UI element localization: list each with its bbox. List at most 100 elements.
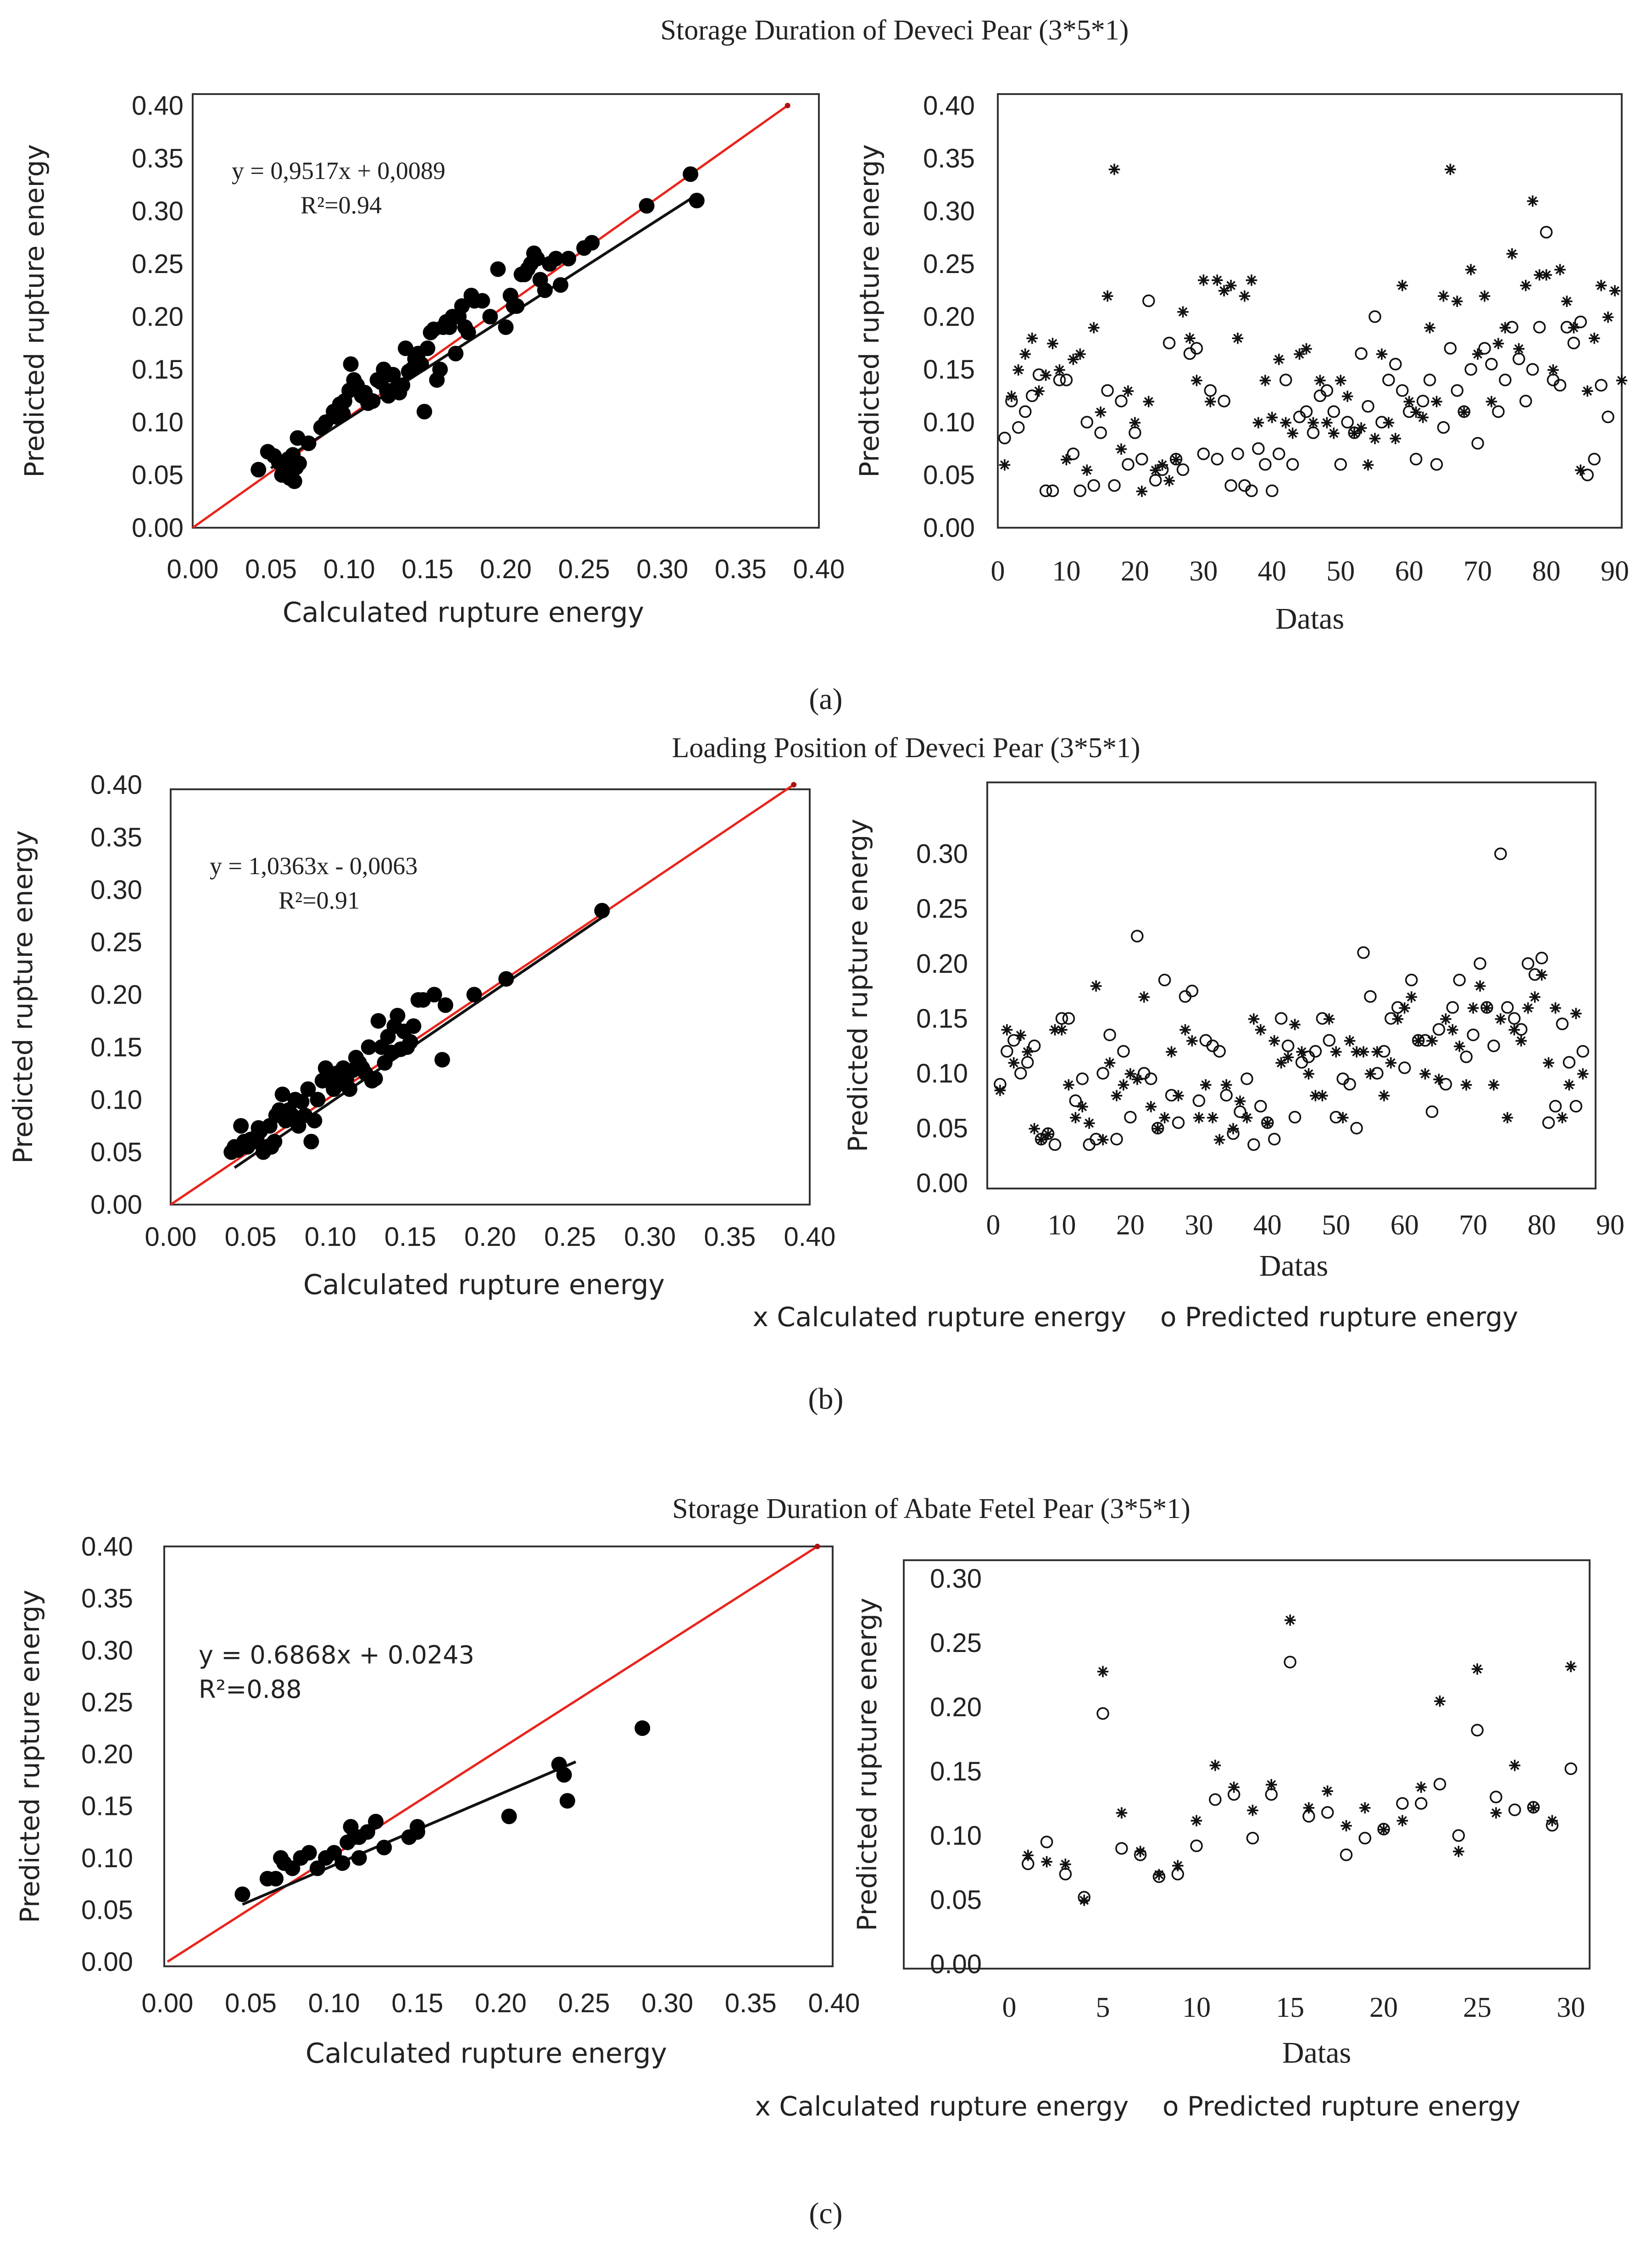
x-tick-label: 20 xyxy=(1116,1210,1145,1241)
calculated-marker: ⁕ xyxy=(1018,1040,1036,1065)
predicted-marker xyxy=(1321,1806,1334,1819)
calculated-marker: ⁕ xyxy=(1562,1654,1580,1679)
data-point xyxy=(426,987,442,1003)
predicted-marker xyxy=(1437,421,1450,434)
data-point xyxy=(294,1094,310,1110)
x-tick-label: 20 xyxy=(1121,556,1149,587)
x-tick-label: 90 xyxy=(1601,556,1629,587)
predicted-marker xyxy=(1371,1067,1384,1080)
predicted-marker xyxy=(1378,1045,1391,1058)
calculated-marker: ⁕ xyxy=(1567,1001,1585,1026)
data-point xyxy=(343,356,359,372)
calculated-marker: ⁕ xyxy=(1373,342,1391,367)
calculated-marker: ⁕ xyxy=(1368,1040,1386,1065)
calculated-marker: ⁕ xyxy=(1250,411,1268,435)
calculated-marker: ⁕ xyxy=(1396,996,1413,1021)
predicted-marker xyxy=(1433,1778,1446,1791)
y-axis-title: Predicted rupture energy xyxy=(19,144,50,477)
data-point xyxy=(432,362,448,377)
calculated-marker: ⁕ xyxy=(996,453,1014,478)
y-tick-label: 0.05 xyxy=(132,460,184,490)
data-point xyxy=(409,1824,425,1840)
x-tick-label: 0 xyxy=(991,556,1005,587)
regression-equation: y = 0,9517x + 0,0089 xyxy=(232,157,445,184)
y-axis-title: Predicted rupture energy xyxy=(14,1590,45,1923)
y-tick-label: 0.35 xyxy=(132,144,184,173)
y-tick-label: 0.00 xyxy=(923,513,975,543)
data-point xyxy=(454,298,470,314)
predicted-marker xyxy=(1171,1868,1185,1881)
predicted-marker xyxy=(1078,1891,1090,1904)
predicted-marker xyxy=(1457,405,1471,418)
predicted-marker xyxy=(1190,1839,1203,1853)
data-point xyxy=(683,166,699,182)
calculated-marker: ⁕ xyxy=(1585,326,1603,351)
calculated-marker: ⁕ xyxy=(1558,290,1576,314)
calculated-marker: ⁕ xyxy=(1188,368,1206,393)
plot-frame xyxy=(170,788,811,1205)
calculated-marker: ⁕ xyxy=(1318,411,1336,435)
calculated-marker: ⁕ xyxy=(1512,1029,1530,1054)
data-point xyxy=(434,1052,451,1068)
data-point xyxy=(368,1814,384,1830)
predicted-marker xyxy=(1471,1724,1484,1737)
predicted-marker xyxy=(1246,1831,1259,1845)
predicted-marker xyxy=(1001,1045,1013,1058)
calculated-marker: ⁕ xyxy=(1277,411,1295,435)
predicted-marker xyxy=(1494,847,1507,860)
predicted-marker xyxy=(1405,973,1418,987)
predicted-marker xyxy=(1362,400,1374,413)
calculated-marker: ⁕ xyxy=(1222,273,1240,298)
calculated-marker: ⁕ xyxy=(1490,332,1507,357)
calculated-marker: ⁕ xyxy=(1252,1018,1270,1043)
predicted-marker xyxy=(1519,395,1532,407)
predicted-marker xyxy=(1028,1039,1041,1052)
predicted-marker xyxy=(1485,357,1498,371)
data-point xyxy=(417,404,433,419)
data-point xyxy=(556,1767,572,1783)
predicted-marker xyxy=(1560,321,1574,334)
y-tick-label: 0.10 xyxy=(90,1085,142,1115)
x-axis-title: Calculated rupture energy xyxy=(283,597,644,629)
calculated-marker: ⁕ xyxy=(1543,1808,1561,1833)
calculated-marker: ⁕ xyxy=(1106,157,1124,182)
y-axis-title: Predicted rupture energy xyxy=(851,1598,883,1931)
predicted-marker xyxy=(1492,405,1505,418)
calculated-marker: ⁕ xyxy=(1362,1062,1379,1087)
predicted-marker xyxy=(1124,1111,1137,1124)
predicted-marker xyxy=(1343,1078,1356,1091)
calculated-marker: ⁕ xyxy=(1140,390,1158,414)
data-point xyxy=(300,435,317,451)
calculated-marker: ⁕ xyxy=(998,1018,1016,1043)
x-tick-label: 90 xyxy=(1596,1210,1624,1241)
data-point xyxy=(398,340,414,356)
predicted-marker xyxy=(1490,1791,1502,1803)
y-tick-label: 0.25 xyxy=(930,1628,982,1658)
predicted-marker xyxy=(1231,447,1244,460)
y-tick-label: 0.05 xyxy=(930,1885,982,1915)
predicted-marker xyxy=(1501,1001,1514,1014)
calculated-marker: ⁕ xyxy=(1087,974,1105,999)
x-tick-label: 10 xyxy=(1052,556,1080,587)
predicted-marker xyxy=(994,1078,1007,1091)
predicted-marker xyxy=(1527,1801,1540,1814)
predicted-marker xyxy=(1041,1127,1055,1140)
predicted-marker xyxy=(1452,1829,1465,1842)
calculated-marker: ⁕ xyxy=(1236,284,1254,309)
predicted-marker xyxy=(1309,1045,1322,1058)
predicted-marker xyxy=(1094,426,1107,439)
calculated-marker: ⁕ xyxy=(1290,342,1308,367)
data-point xyxy=(250,462,267,478)
calculated-marker: ⁕ xyxy=(1579,379,1596,404)
calculated-marker: ⁕ xyxy=(1238,1106,1256,1131)
y-tick-label: 0.10 xyxy=(132,407,184,437)
predicted-marker xyxy=(1506,321,1519,334)
predicted-marker xyxy=(1409,452,1423,466)
calculated-marker: ⁕ xyxy=(1553,1106,1571,1131)
calculated-marker: ⁕ xyxy=(1341,1029,1359,1054)
calculated-marker: ⁕ xyxy=(1265,1029,1283,1054)
r-squared: R²=0.88 xyxy=(199,1675,302,1704)
y-tick-label: 0.10 xyxy=(81,1843,133,1873)
x-tick-label: 0.15 xyxy=(401,554,453,584)
predicted-marker xyxy=(1340,1848,1353,1861)
